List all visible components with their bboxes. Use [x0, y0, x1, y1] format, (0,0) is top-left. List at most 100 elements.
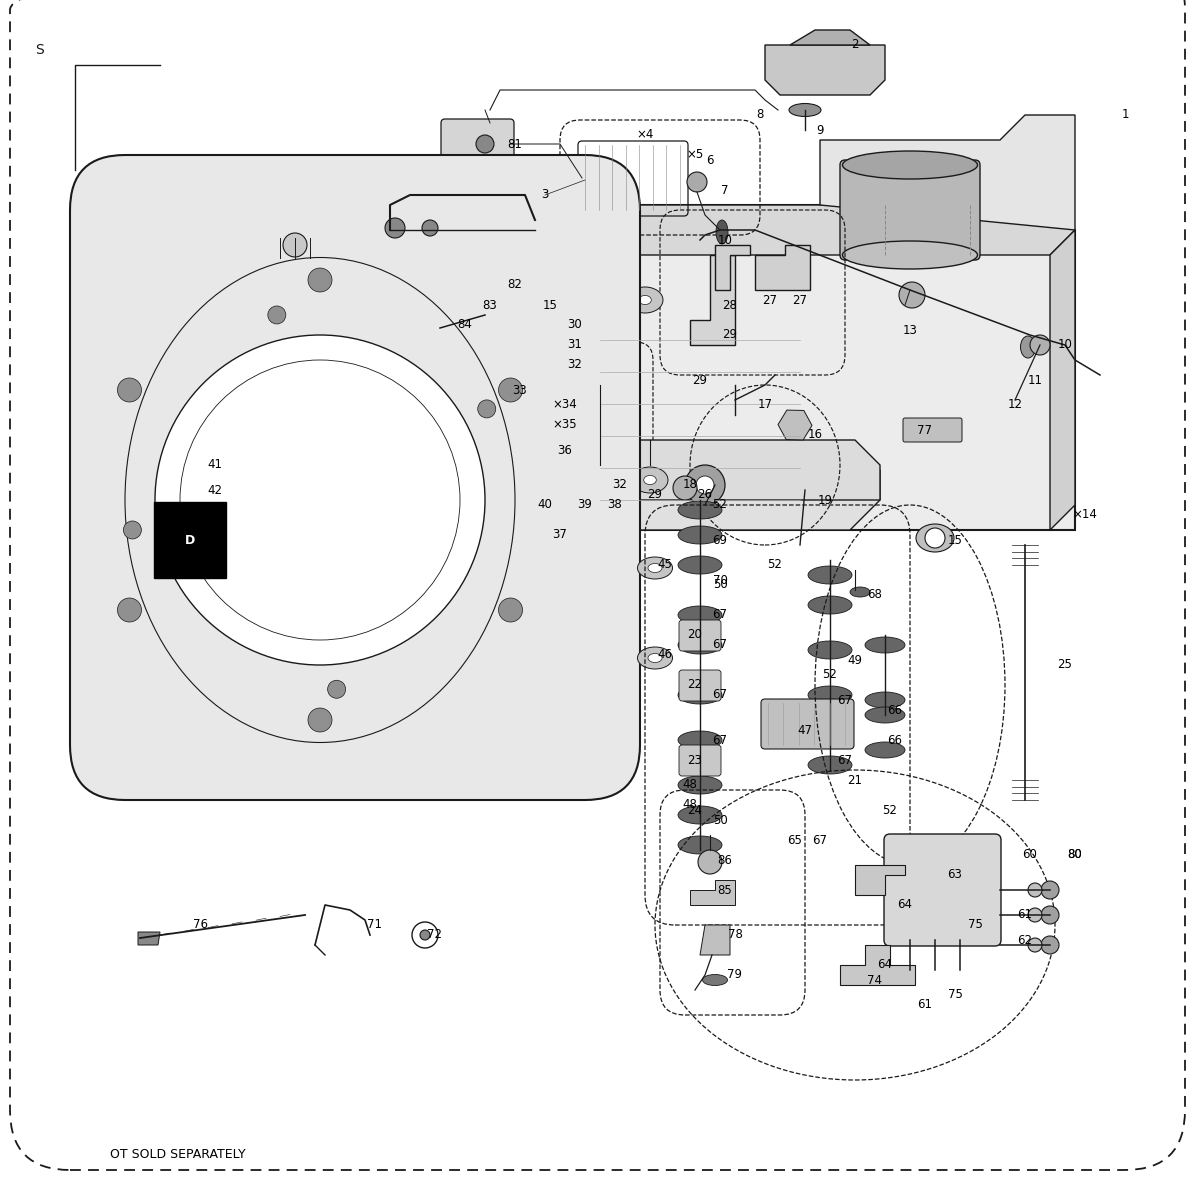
Text: 85: 85	[718, 883, 732, 896]
Text: 29: 29	[648, 488, 662, 502]
Circle shape	[1030, 335, 1050, 355]
Text: 67: 67	[713, 638, 727, 652]
Ellipse shape	[593, 350, 607, 360]
Ellipse shape	[1020, 336, 1036, 358]
Circle shape	[526, 302, 545, 322]
Circle shape	[308, 708, 332, 732]
Text: 37: 37	[552, 528, 568, 541]
Ellipse shape	[678, 636, 722, 654]
Ellipse shape	[592, 474, 608, 486]
Text: 50: 50	[713, 578, 727, 592]
Text: 46: 46	[658, 648, 672, 661]
Circle shape	[899, 282, 925, 308]
Text: 71: 71	[367, 918, 383, 931]
Ellipse shape	[638, 295, 652, 305]
Circle shape	[1028, 908, 1042, 922]
Text: 84: 84	[457, 318, 473, 331]
Text: 10: 10	[718, 234, 732, 246]
Text: 42: 42	[208, 484, 222, 497]
Text: 68: 68	[868, 588, 882, 601]
Text: S: S	[36, 43, 44, 56]
Circle shape	[1042, 881, 1060, 899]
Circle shape	[498, 378, 522, 402]
Text: 67: 67	[838, 754, 852, 767]
Ellipse shape	[632, 467, 668, 493]
Text: 12: 12	[1008, 398, 1022, 412]
Text: 6: 6	[707, 154, 714, 167]
Text: D: D	[185, 534, 196, 546]
Ellipse shape	[808, 596, 852, 614]
Polygon shape	[790, 30, 870, 44]
Circle shape	[118, 598, 142, 622]
Text: 16: 16	[808, 428, 822, 442]
Ellipse shape	[678, 502, 722, 518]
Text: 70: 70	[713, 574, 727, 587]
Polygon shape	[1050, 230, 1075, 530]
Ellipse shape	[554, 389, 577, 397]
Ellipse shape	[628, 287, 662, 313]
Circle shape	[478, 400, 496, 418]
Text: 81: 81	[508, 138, 522, 151]
Ellipse shape	[808, 726, 852, 744]
Ellipse shape	[842, 151, 978, 179]
Text: ×34: ×34	[553, 398, 577, 412]
Ellipse shape	[678, 606, 722, 624]
Circle shape	[1042, 906, 1060, 924]
Ellipse shape	[842, 241, 978, 269]
Text: 49: 49	[847, 654, 863, 666]
Text: 19: 19	[817, 493, 833, 506]
Ellipse shape	[637, 647, 672, 670]
Circle shape	[498, 598, 522, 622]
Ellipse shape	[865, 637, 905, 653]
Text: 32: 32	[568, 359, 582, 372]
Text: 31: 31	[568, 338, 582, 352]
Text: 43: 43	[182, 509, 198, 522]
Text: 10: 10	[1057, 338, 1073, 352]
Text: 79: 79	[727, 968, 743, 982]
Text: 41: 41	[208, 458, 222, 472]
Circle shape	[118, 378, 142, 402]
Ellipse shape	[648, 654, 662, 662]
Text: 48: 48	[683, 798, 697, 811]
Ellipse shape	[678, 731, 722, 749]
Text: 17: 17	[757, 398, 773, 412]
Ellipse shape	[648, 564, 662, 572]
Text: 69: 69	[713, 534, 727, 546]
Ellipse shape	[678, 686, 722, 704]
Text: 22: 22	[688, 678, 702, 691]
FancyBboxPatch shape	[70, 155, 640, 800]
FancyBboxPatch shape	[553, 438, 580, 454]
Polygon shape	[820, 115, 1075, 230]
FancyBboxPatch shape	[553, 391, 580, 409]
Ellipse shape	[865, 692, 905, 708]
Text: 33: 33	[512, 384, 527, 396]
Text: 86: 86	[718, 853, 732, 866]
Text: 27: 27	[792, 294, 808, 306]
FancyBboxPatch shape	[679, 745, 721, 776]
Text: 75: 75	[948, 989, 962, 1002]
Text: 75: 75	[967, 918, 983, 931]
Text: ×35: ×35	[553, 419, 577, 432]
Ellipse shape	[481, 280, 509, 300]
Circle shape	[422, 220, 438, 236]
Ellipse shape	[575, 463, 625, 497]
Text: 9: 9	[816, 124, 823, 137]
FancyBboxPatch shape	[904, 418, 962, 442]
Circle shape	[476, 134, 494, 152]
Text: 67: 67	[713, 733, 727, 746]
Polygon shape	[505, 470, 880, 650]
Text: 52: 52	[882, 804, 898, 816]
Circle shape	[673, 476, 697, 500]
Text: 2: 2	[851, 38, 859, 52]
Polygon shape	[690, 880, 734, 905]
FancyBboxPatch shape	[679, 620, 721, 650]
Polygon shape	[840, 946, 916, 985]
Circle shape	[420, 930, 430, 940]
Ellipse shape	[790, 103, 821, 116]
Text: 20: 20	[688, 629, 702, 642]
Text: 29: 29	[692, 373, 708, 386]
Text: 72: 72	[427, 929, 443, 942]
Text: 60: 60	[1022, 848, 1038, 862]
Text: 29: 29	[722, 329, 738, 342]
Ellipse shape	[575, 356, 625, 390]
